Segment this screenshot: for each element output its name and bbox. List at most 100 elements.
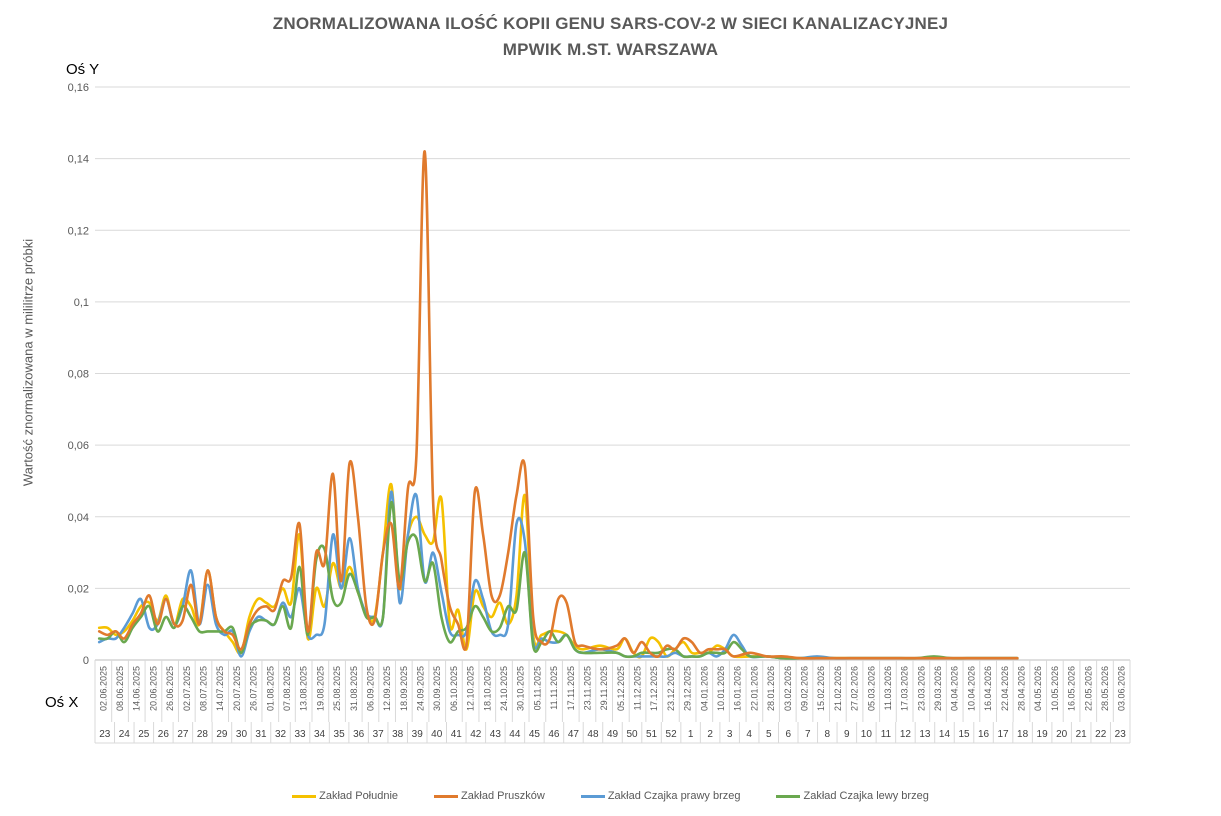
x-week-label: 24 (119, 729, 131, 740)
x-week-label: 6 (785, 729, 791, 740)
series-line-4 (97, 501, 1019, 660)
x-date-label: 16.01.2026 (733, 666, 743, 711)
x-week-label: 38 (392, 729, 404, 740)
x-week-label: 26 (158, 729, 170, 740)
x-date-label: 14.07.2025 (215, 666, 225, 711)
x-week-label: 3 (727, 729, 733, 740)
x-date-label: 24.10.2025 (499, 666, 509, 711)
x-date-label: 09.02.2026 (799, 666, 809, 711)
x-date-label: 12.10.2025 (466, 666, 476, 711)
x-week-label: 15 (958, 729, 970, 740)
legend-label: Zakład Południe (319, 790, 399, 802)
x-week-label: 44 (509, 729, 521, 740)
x-week-label: 23 (99, 729, 111, 740)
x-date-label: 31.08.2025 (349, 666, 359, 711)
y-tick-label: 0,12 (68, 225, 89, 237)
x-date-label: 04.05.2026 (1033, 666, 1043, 711)
x-week-label: 7 (805, 729, 811, 740)
x-week-label: 9 (844, 729, 850, 740)
x-week-label: 35 (334, 729, 346, 740)
x-date-label: 07.08.2025 (282, 666, 292, 711)
y-tick-label: 0,1 (74, 297, 89, 309)
x-date-label: 30.10.2025 (516, 666, 526, 711)
series-line-1 (97, 483, 1019, 660)
x-week-label: 31 (255, 729, 267, 740)
legend-label: Zakład Pruszków (461, 790, 545, 802)
x-date-label: 23.11.2025 (582, 666, 592, 710)
x-week-label: 33 (294, 729, 306, 740)
x-week-label: 30 (236, 729, 248, 740)
x-date-label: 22.01.2026 (749, 666, 759, 711)
x-week-label: 1 (688, 729, 694, 740)
y-tick-label: 0 (83, 655, 89, 667)
x-date-label: 18.10.2025 (482, 666, 492, 711)
x-week-label: 42 (470, 729, 482, 740)
grid-lines (95, 86, 1130, 661)
x-date-label: 02.06.2025 (98, 666, 108, 711)
x-date-label: 28.04.2026 (1016, 666, 1026, 711)
x-date-label: 17.03.2026 (900, 666, 910, 711)
x-date-label: 04.01.2026 (699, 666, 709, 711)
x-date-label: 29.03.2026 (933, 666, 943, 711)
x-date-label: 29.11.2025 (599, 666, 609, 710)
x-week-label: 52 (666, 729, 678, 740)
x-date-label: 30.09.2025 (432, 666, 442, 711)
x-week-label: 34 (314, 729, 326, 740)
legend-item: Zakład Południe (292, 790, 398, 802)
x-week-label: 8 (825, 729, 831, 740)
x-date-label: 17.11.2025 (566, 666, 576, 710)
x-week-label: 49 (607, 729, 619, 740)
legend-label: Zakład Czajka lewy brzeg (803, 790, 929, 802)
x-week-label: 43 (490, 729, 502, 740)
x-date-label: 23.03.2026 (916, 666, 926, 711)
x-week-label: 45 (529, 729, 541, 740)
legend-swatch (776, 794, 801, 798)
x-week-label: 4 (746, 729, 752, 740)
x-date-label: 21.02.2026 (833, 666, 843, 711)
x-week-label: 18 (1017, 729, 1029, 740)
x-date-label: 11.12.2025 (633, 666, 643, 710)
x-week-label: 36 (353, 729, 365, 740)
x-week-label: 32 (275, 729, 287, 740)
x-date-label: 06.10.2025 (449, 666, 459, 711)
x-week-label: 40 (431, 729, 443, 740)
x-date-label: 27.02.2026 (850, 666, 860, 711)
legend-swatch (292, 794, 317, 798)
legend-item: Zakład Czajka prawy brzeg (580, 790, 740, 802)
x-week-label: 28 (197, 729, 209, 740)
x-week-label: 10 (861, 729, 873, 740)
chart-subtitle: MPWIK M.ST. WARSZAWA (502, 40, 719, 59)
x-date-label: 11.03.2026 (883, 666, 893, 710)
legend-swatch (580, 794, 605, 798)
x-week-label: 19 (1037, 729, 1049, 740)
x-date-label: 05.12.2025 (616, 666, 626, 711)
x-week-label: 2 (707, 729, 713, 740)
x-week-label: 37 (373, 729, 385, 740)
x-week-label: 48 (587, 729, 599, 740)
x-date-label: 17.12.2025 (649, 666, 659, 711)
x-date-label: 26.06.2025 (165, 666, 175, 711)
x-date-label: 12.09.2025 (382, 666, 392, 711)
x-week-label: 46 (548, 729, 560, 740)
y-axis-name: Oś Y (66, 61, 100, 78)
x-date-label: 28.05.2026 (1100, 666, 1110, 711)
x-week-label: 16 (978, 729, 990, 740)
x-week-label: 14 (939, 729, 951, 740)
legend: Zakład Południe Zakład Pruszków Zakład Cza… (0, 790, 1221, 802)
x-week-label: 21 (1076, 729, 1088, 740)
x-date-label: 16.04.2026 (983, 666, 993, 711)
x-week-label: 11 (881, 729, 892, 740)
x-week-label: 22 (1095, 729, 1107, 740)
x-date-label: 02.07.2025 (182, 666, 192, 711)
x-date-label: 10.01.2026 (716, 666, 726, 711)
x-date-label: 03.02.2026 (783, 666, 793, 711)
x-week-label: 47 (568, 729, 580, 740)
x-date-label: 06.09.2025 (365, 666, 375, 711)
x-week-label: 12 (900, 729, 912, 740)
y-tick-label: 0,04 (68, 512, 89, 524)
x-date-label: 08.06.2025 (115, 666, 125, 711)
x-date-label: 22.04.2026 (1000, 666, 1010, 711)
x-date-label: 18.09.2025 (399, 666, 409, 711)
x-date-label: 03.06.2026 (1117, 666, 1127, 711)
x-date-label: 25.08.2025 (332, 666, 342, 711)
